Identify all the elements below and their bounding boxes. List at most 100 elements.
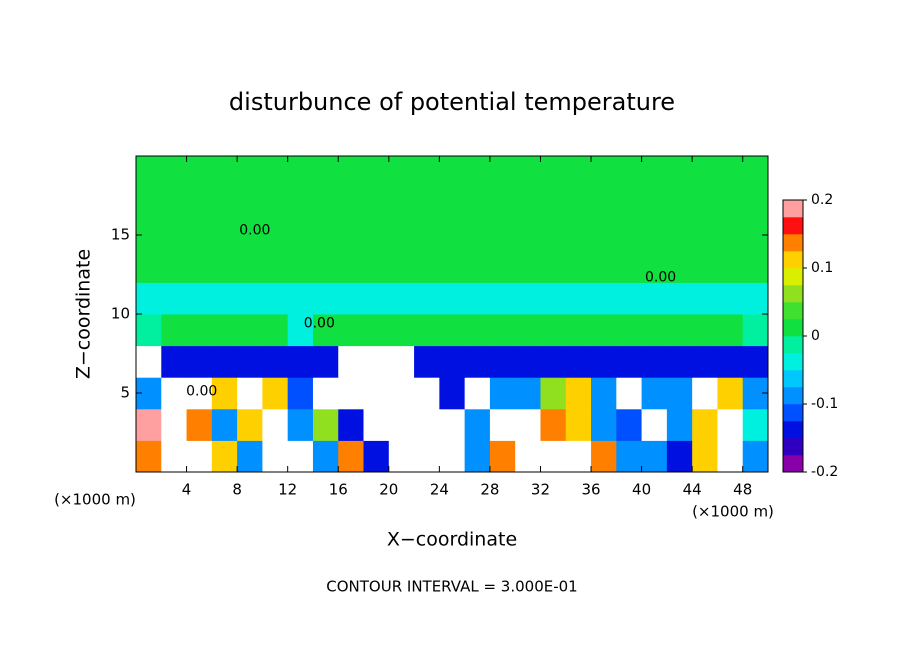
cell [262,156,289,189]
cell [565,219,592,252]
cell [136,282,162,315]
x-tick-label: 40 [632,481,651,499]
cell [464,377,491,410]
cell [717,408,744,441]
cell [616,440,643,473]
cell [742,440,769,473]
cell [439,345,466,378]
cell [136,345,162,378]
cell [237,408,263,441]
x-tick-label: 8 [232,481,242,499]
cell [742,187,769,220]
cell [414,156,440,189]
cell [717,377,744,410]
cell [692,219,718,252]
cell [515,440,541,473]
cell [666,314,693,347]
cell [439,219,466,252]
y-tick-label: 10 [111,305,130,323]
cell [338,314,365,347]
cell [565,440,592,473]
cell [515,156,541,189]
cell [666,408,693,441]
colorbar-swatch [783,217,803,235]
cell [388,345,415,378]
cell [211,156,238,189]
cell [641,219,668,252]
cell [363,250,390,283]
cell [388,377,415,410]
cell [211,440,238,473]
cell [262,282,289,315]
cell [616,187,643,220]
cell [540,250,567,283]
cell [287,187,314,220]
cell [742,408,769,441]
cell [161,314,188,347]
cell [312,219,339,252]
cell [414,345,440,378]
cell [464,345,491,378]
cell [616,345,643,378]
colorbar-swatch [783,438,803,456]
x-tick-label: 24 [430,481,449,499]
cell [565,156,592,189]
cell [742,345,769,378]
cell [287,156,314,189]
cell [211,345,238,378]
cell [540,187,567,220]
cell [591,314,617,347]
x-tick-label: 32 [531,481,550,499]
cell [515,377,541,410]
cell [388,440,415,473]
y-axis-label: Z−coordinate [73,249,95,379]
cell [338,219,365,252]
cell [540,440,567,473]
cell [439,408,466,441]
cell [717,282,744,315]
cell [312,440,339,473]
cell [641,156,668,189]
cell [388,408,415,441]
cell [641,250,668,283]
colorbar-swatch [783,251,803,269]
cell [717,219,744,252]
cell [237,282,263,315]
cell [211,219,238,252]
x-unit: (×1000 m) [54,491,136,509]
cell [363,408,390,441]
x-tick-label: 36 [581,481,600,499]
cell [136,408,162,441]
colorbar-swatch [783,234,803,252]
cell [717,250,744,283]
cell [742,156,769,189]
y-tick-label: 15 [111,226,130,244]
cell [641,345,668,378]
cell [464,440,491,473]
colorbar-swatch [783,370,803,388]
colorbar-swatch [783,387,803,405]
colorbar-tick-label: 0.1 [811,260,833,276]
cell [136,440,162,473]
cell [489,377,516,410]
cell [186,345,213,378]
cell [186,314,213,347]
cell [414,187,440,220]
cell [591,408,617,441]
cell [363,187,390,220]
cell [287,440,314,473]
cell [237,219,263,252]
cell [312,282,339,315]
cell [616,377,643,410]
cell [338,408,365,441]
cell [692,377,718,410]
cell [211,377,238,410]
cell [237,314,263,347]
cell [591,219,617,252]
cell [742,314,769,347]
cell [287,250,314,283]
cell [186,219,213,252]
colorbar-tick-label: -0.2 [811,464,838,480]
cell [287,282,314,315]
cell [161,250,188,283]
